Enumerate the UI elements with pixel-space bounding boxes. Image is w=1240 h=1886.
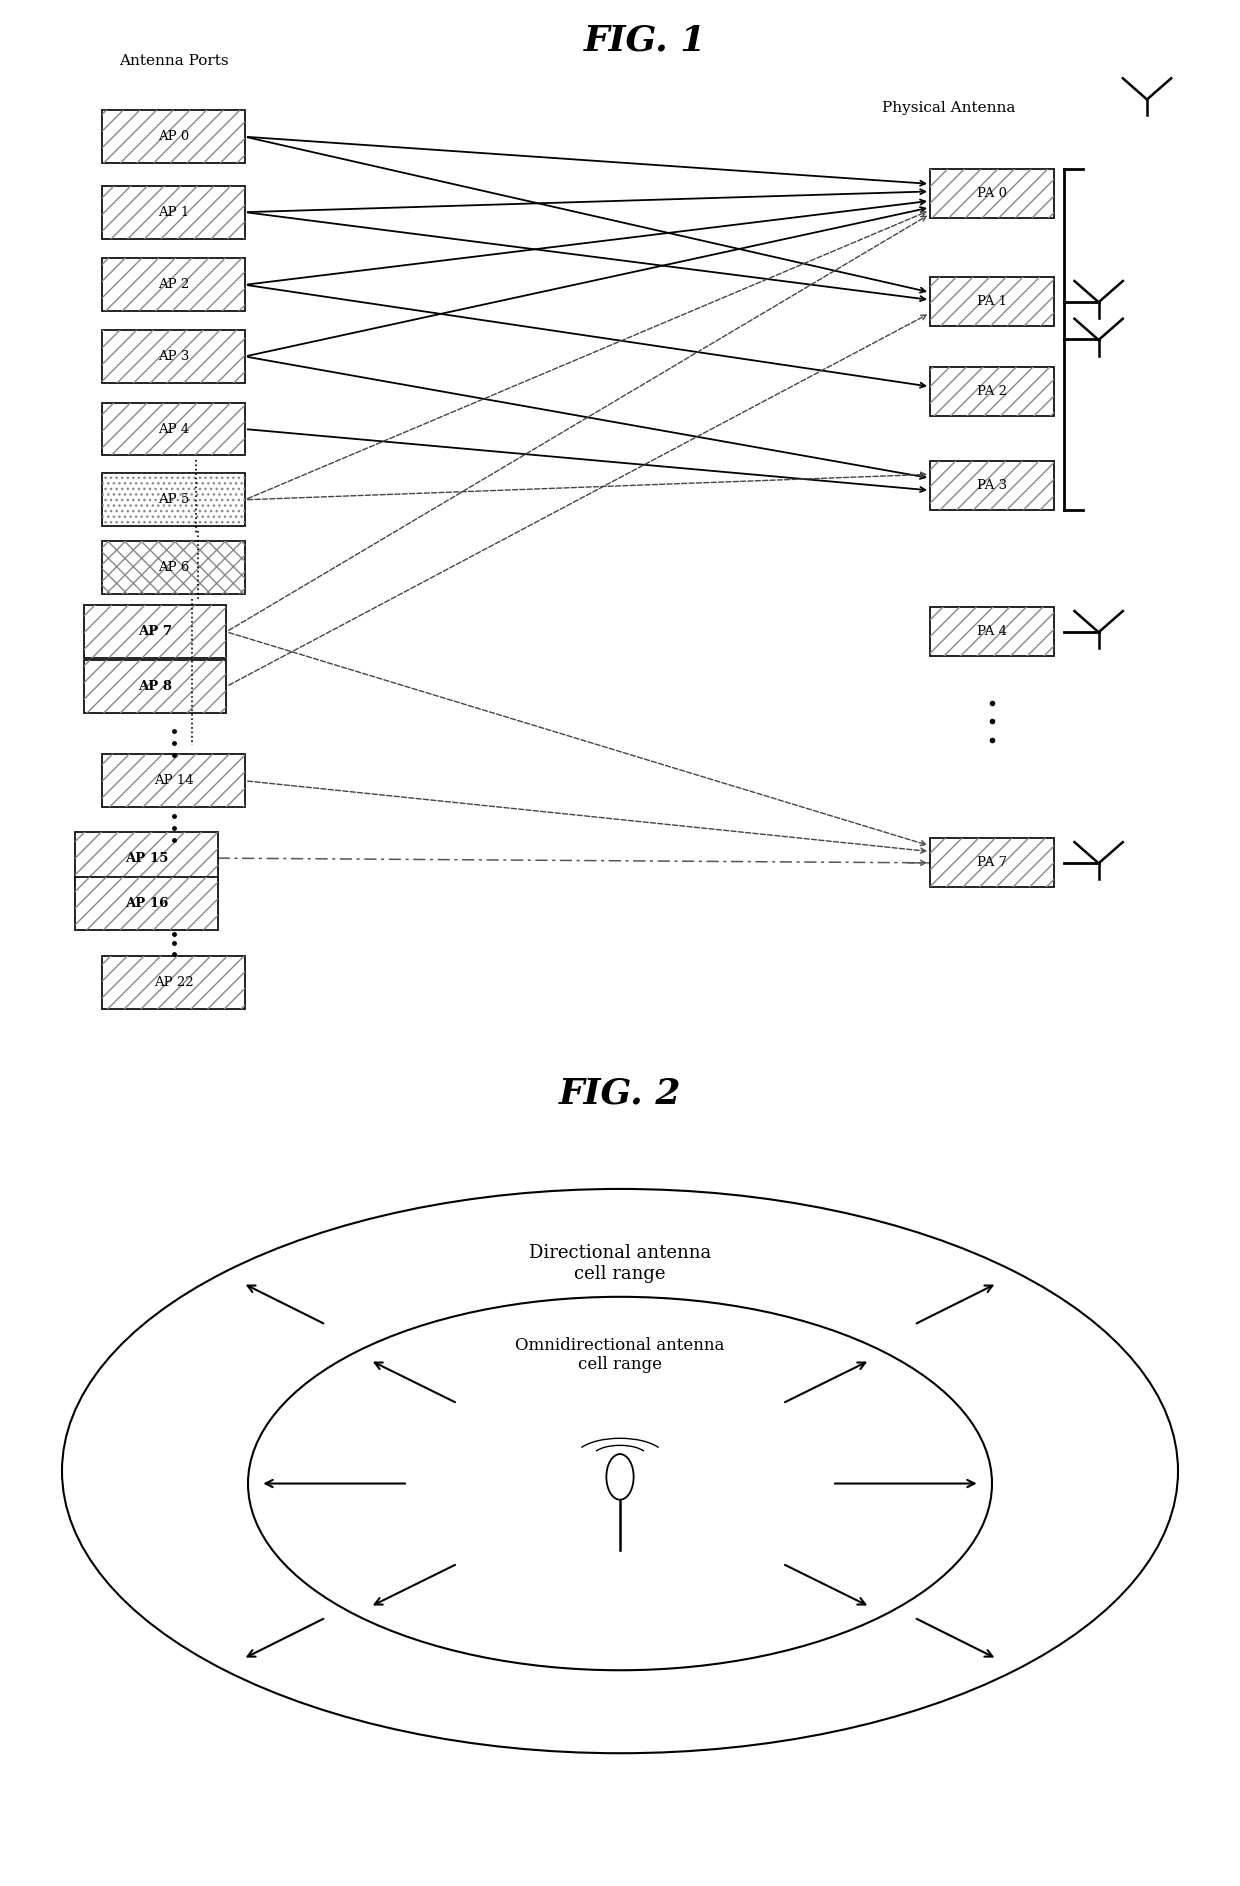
Text: Directional antenna
cell range: Directional antenna cell range [529, 1245, 711, 1282]
Bar [84, 605, 226, 658]
Text: AP 16: AP 16 [125, 898, 167, 909]
Bar [102, 754, 244, 807]
Bar [930, 460, 1054, 509]
Bar [930, 607, 1054, 656]
Ellipse shape [62, 1188, 1178, 1754]
Ellipse shape [248, 1298, 992, 1671]
Text: PA 3: PA 3 [977, 479, 1007, 492]
Bar [102, 330, 244, 383]
Bar [930, 168, 1054, 217]
Text: AP 7: AP 7 [138, 626, 172, 637]
Text: Omnidirectional antenna
cell range: Omnidirectional antenna cell range [516, 1337, 724, 1373]
Bar [102, 258, 244, 311]
Bar [74, 877, 218, 930]
Text: FIG. 1: FIG. 1 [584, 25, 706, 58]
Text: Antenna Ports: Antenna Ports [119, 55, 228, 68]
Bar [930, 460, 1054, 509]
Bar [84, 605, 226, 658]
Bar [102, 754, 244, 807]
Text: PA 4: PA 4 [977, 626, 1007, 637]
Text: PA 0: PA 0 [977, 187, 1007, 200]
Bar [102, 187, 244, 240]
Bar [930, 837, 1054, 888]
Bar [84, 660, 226, 713]
Text: PA 7: PA 7 [977, 856, 1007, 869]
Bar [102, 402, 244, 455]
Text: Physical Antenna: Physical Antenna [882, 102, 1016, 115]
Bar [102, 109, 244, 164]
Bar [102, 402, 244, 455]
Text: AP 1: AP 1 [157, 206, 190, 219]
Bar [102, 956, 244, 1009]
Bar [102, 541, 244, 594]
Bar [930, 168, 1054, 217]
Bar [102, 541, 244, 594]
Text: AP 5: AP 5 [157, 494, 190, 505]
Text: PA 2: PA 2 [977, 385, 1007, 398]
Ellipse shape [606, 1454, 634, 1499]
Bar [84, 660, 226, 713]
Bar [930, 366, 1054, 415]
Bar [930, 607, 1054, 656]
Text: PA 1: PA 1 [977, 296, 1007, 307]
Text: AP 2: AP 2 [157, 279, 190, 290]
Bar [102, 187, 244, 240]
Bar [102, 258, 244, 311]
Bar [102, 330, 244, 383]
Text: AP 0: AP 0 [157, 130, 190, 143]
Text: AP 8: AP 8 [138, 681, 172, 692]
Bar [74, 832, 218, 885]
Bar [930, 277, 1054, 326]
Bar [930, 366, 1054, 415]
Text: AP 3: AP 3 [157, 351, 190, 362]
Bar [102, 473, 244, 526]
Bar [930, 277, 1054, 326]
Bar [102, 473, 244, 526]
Text: AP 15: AP 15 [125, 852, 167, 864]
Bar [930, 837, 1054, 888]
Text: AP 6: AP 6 [157, 562, 190, 573]
Text: AP 4: AP 4 [157, 422, 190, 436]
Text: FIG. 2: FIG. 2 [559, 1077, 681, 1111]
Text: AP 22: AP 22 [154, 977, 193, 988]
Bar [102, 956, 244, 1009]
Bar [74, 877, 218, 930]
Bar [74, 832, 218, 885]
Text: AP 14: AP 14 [154, 775, 193, 786]
Bar [102, 109, 244, 164]
